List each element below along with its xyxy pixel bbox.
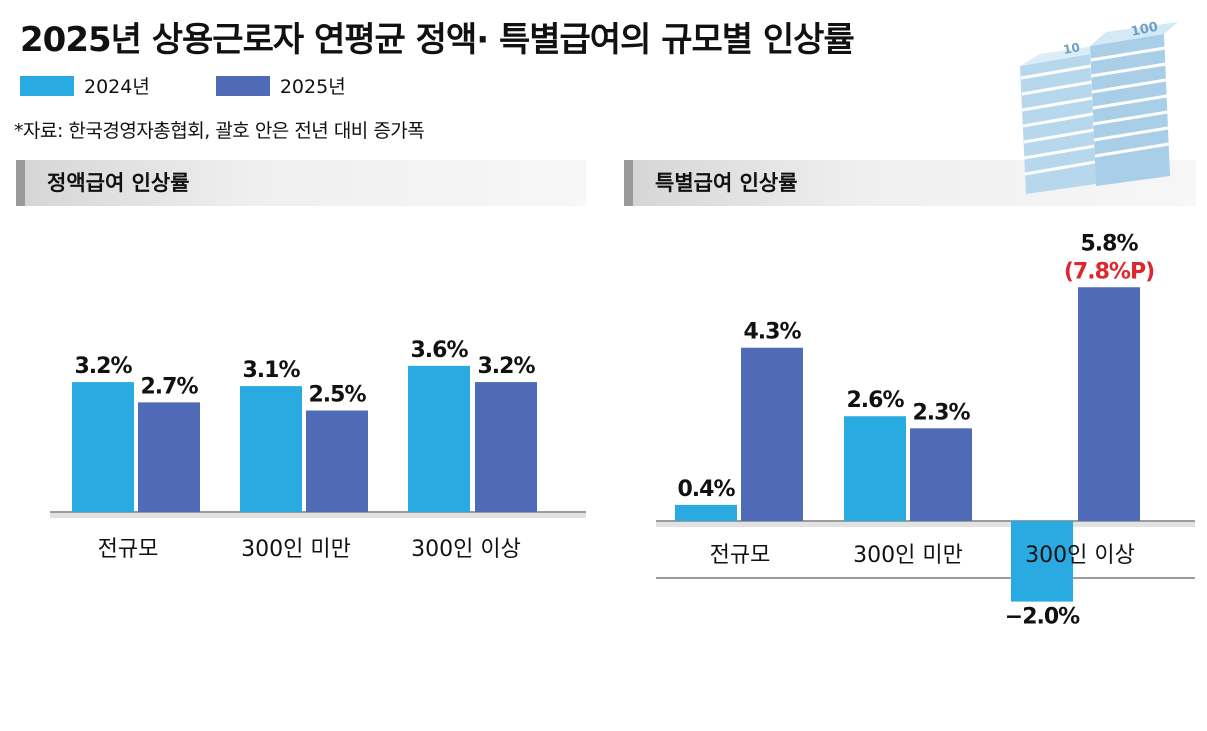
bar-special-1-2 (1078, 287, 1140, 521)
bar-fixed-0-2 (408, 365, 470, 512)
data-label-special-0-1: 2.6% (846, 388, 904, 413)
category-label-special-1: 300인 미만 (853, 543, 963, 568)
category-label-special-2: 300인 이상 (1025, 543, 1135, 568)
legend-swatch-2025 (215, 75, 270, 96)
bar-special-0-0 (675, 504, 737, 521)
legend-label-2025: 2025년 (279, 76, 346, 98)
data-label-special-0-0: 0.4% (677, 477, 735, 502)
bar-special-0-1 (844, 416, 906, 521)
data-label-fixed-0-1: 3.1% (242, 358, 300, 383)
bar-fixed-1-0 (138, 402, 200, 512)
bar-fixed-0-0 (72, 382, 134, 512)
data-label-special-0-2: −2.0% (1005, 605, 1080, 630)
panel-title-fixed-pay: 정액급여 인상률 (16, 160, 586, 206)
bar-fixed-1-2 (475, 382, 537, 512)
money-stack-left: 10 (1020, 40, 1108, 194)
bar-special-1-1 (910, 428, 972, 521)
data-label-special-1-1: 2.3% (912, 400, 970, 425)
money-stack-right: 100 (1090, 20, 1178, 186)
bar-special-0-2 (1011, 521, 1073, 602)
category-label-special-0: 전규모 (710, 543, 771, 568)
category-label-fixed-1: 300인 미만 (241, 537, 351, 562)
category-label-fixed-0: 전규모 (98, 537, 159, 562)
bar-fixed-1-1 (306, 410, 368, 512)
legend-swatch-2024 (20, 75, 74, 96)
annotation-special-2: (7.8%P) (1064, 259, 1154, 284)
data-label-fixed-1-2: 3.2% (477, 354, 535, 379)
legend-item-2024: 2024년 (20, 72, 150, 99)
legend: 2024년 2025년 (20, 72, 412, 99)
banknote-label-left: 10 (1062, 40, 1081, 57)
bar-special-1-0 (741, 347, 803, 521)
data-label-special-1-2: 5.8% (1080, 231, 1138, 256)
page-title: 2025년 상용근로자 연평균 정액· 특별급여의 규모별 인상률 (20, 20, 855, 60)
source-note: *자료: 한국경영자총협회, 괄호 안은 전년 대비 증가폭 (14, 120, 425, 142)
money-stack-icon: 10 100 (1020, 20, 1178, 194)
category-label-fixed-2: 300인 이상 (411, 537, 521, 562)
bar-fixed-0-1 (240, 386, 302, 512)
legend-label-2024: 2024년 (84, 76, 150, 98)
baseline-shadow-special (656, 522, 1195, 527)
data-label-fixed-0-2: 3.6% (410, 338, 468, 363)
legend-item-2025: 2025년 (215, 72, 346, 99)
data-label-fixed-1-1: 2.5% (308, 383, 366, 408)
data-label-special-1-0: 4.3% (743, 320, 801, 345)
baseline-shadow-fixed (50, 513, 586, 518)
data-label-fixed-0-0: 3.2% (74, 354, 132, 379)
data-label-fixed-1-0: 2.7% (140, 374, 198, 399)
banknote-label-right: 100 (1130, 20, 1160, 40)
